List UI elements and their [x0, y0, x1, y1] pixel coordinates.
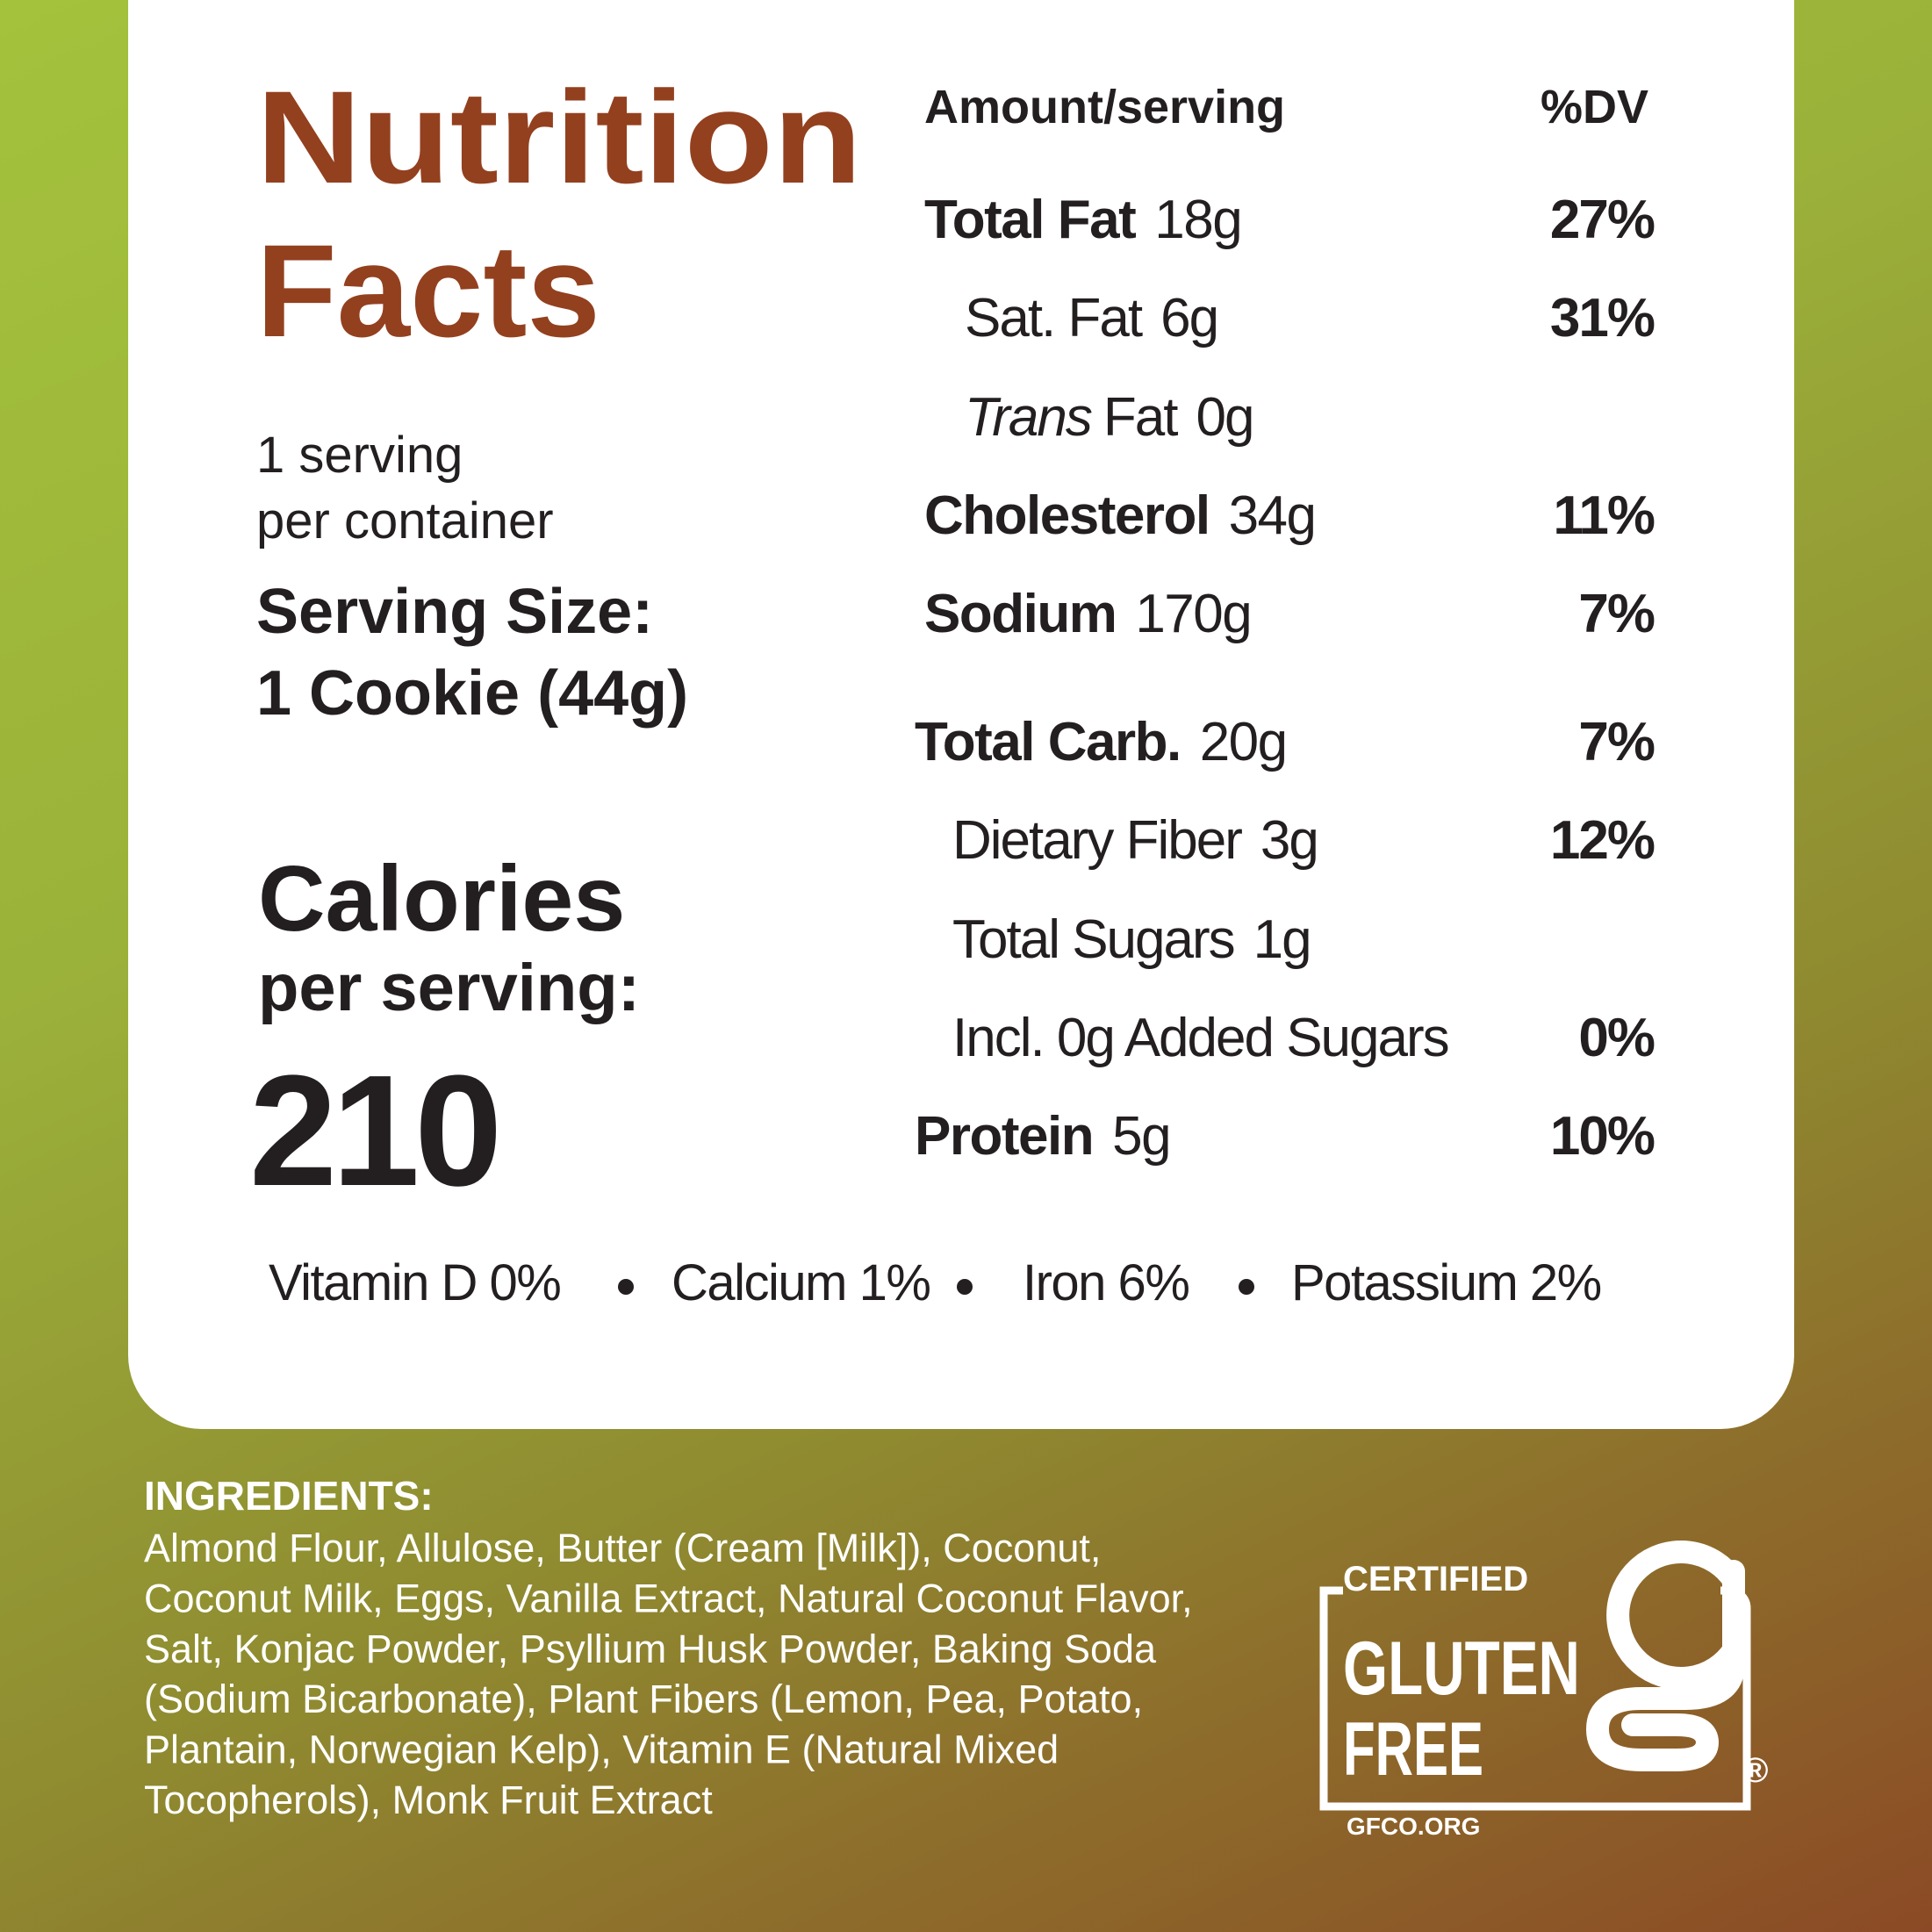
- calories-sublabel: per serving:: [258, 951, 640, 1025]
- nutrient-row: Sat. Fat 6g: [965, 288, 1217, 348]
- nutrient-label: Protein: [915, 1106, 1093, 1167]
- nutrient-amount: 18g: [1154, 190, 1241, 250]
- title: Facts: [256, 217, 600, 364]
- title: Nutrition: [256, 63, 862, 211]
- nutrient-amount: 3g: [1260, 810, 1318, 871]
- nutrient-label: Sat. Fat: [965, 288, 1143, 348]
- table-header: %DV: [1541, 81, 1648, 133]
- bullet: [957, 1279, 973, 1295]
- ingredient-line: (Sodium Bicarbonate), Plant Fibers (Lemo…: [144, 1677, 1143, 1721]
- nutrient-label: Total Sugars: [952, 909, 1234, 970]
- ingredient-line: Coconut Milk, Eggs, Vanilla Extract, Nat…: [144, 1576, 1193, 1620]
- badge-mark: ®: [1742, 1751, 1768, 1790]
- nutrient-amount: 1g: [1253, 909, 1311, 970]
- ingredient-line: Plantain, Norwegian Kelp), Vitamin E (Na…: [144, 1727, 1059, 1772]
- calories-label: Calories: [258, 847, 625, 951]
- nutrient-dv: 27%: [1550, 190, 1655, 250]
- serving-size: 1 Cookie (44g): [256, 658, 688, 729]
- nutrient-amount: 170g: [1135, 584, 1251, 644]
- nutrient-row: Trans Fat 0g: [965, 387, 1253, 448]
- card: [128, 0, 1794, 1429]
- nutrient-label: Total Carb.: [915, 712, 1181, 772]
- nutrient-amount: 6g: [1160, 288, 1217, 348]
- nutrient-label: Sodium: [924, 584, 1116, 644]
- badge-text: FREE: [1343, 1707, 1483, 1792]
- vitamin: Calcium 1%: [672, 1254, 930, 1311]
- nutrient-dv: 7%: [1578, 712, 1654, 772]
- nutrient-row: Protein 5g: [915, 1106, 1170, 1167]
- serving-size: Serving Size:: [256, 577, 653, 647]
- nutrient-label: Trans: [965, 387, 1092, 448]
- bullet: [1239, 1279, 1254, 1295]
- nutrient-row: Incl. 0g Added Sugars: [952, 1008, 1448, 1068]
- nutrient-dv: 31%: [1550, 288, 1655, 348]
- nutrient-label: Fat: [1103, 387, 1178, 448]
- badge-url: GFCO.ORG: [1347, 1813, 1480, 1840]
- nutrient-rows: Total Fat 18g 27% Sat. Fat 6g 31% Trans Fat 0g Ch…: [915, 190, 1656, 1167]
- servings: per container: [256, 492, 554, 549]
- ingredient-line: Salt, Konjac Powder, Psyllium Husk Powde…: [144, 1627, 1157, 1671]
- nutrient-row: Sodium 170g: [924, 584, 1251, 644]
- nutrient-amount: 0g: [1196, 387, 1253, 448]
- nutrient-dv: 0%: [1578, 1008, 1654, 1068]
- badge-g: [1585, 1541, 1745, 1771]
- ingredients: Almond Flour, Allulose, Butter (Cream [M…: [144, 1526, 1193, 1822]
- ingredient-line: Almond Flour, Allulose, Butter (Cream [M…: [144, 1526, 1101, 1570]
- gluten-free-badge: CERTIFIED GLUTEN FREE GFCO.ORG ®: [1319, 1541, 1768, 1840]
- vitamin: Iron 6%: [1023, 1254, 1189, 1311]
- vitamin: Vitamin D 0%: [269, 1254, 560, 1311]
- nutrient-amount: 20g: [1200, 712, 1287, 772]
- servings: 1 serving: [256, 427, 463, 484]
- nutrient-row: Total Fat 18g: [924, 190, 1241, 250]
- nutrient-amount: 5g: [1112, 1106, 1170, 1167]
- nutrient-row: Total Sugars 1g: [952, 909, 1311, 970]
- ingredient-line: Tocopherols), Monk Fruit Extract: [144, 1778, 713, 1822]
- nutrient-label: Dietary Fiber: [952, 810, 1242, 871]
- nutrient-label: Total Fat: [924, 190, 1136, 250]
- nutrient-label: Cholesterol: [924, 485, 1210, 546]
- calories-value: 210: [249, 1043, 497, 1219]
- badge-text: GLUTEN: [1343, 1627, 1580, 1711]
- nutrient-row: Total Carb. 20g: [915, 712, 1287, 772]
- nutrient-row: Cholesterol 34g: [924, 485, 1316, 546]
- badge-text: CERTIFIED: [1343, 1560, 1528, 1598]
- ingredients-title: INGREDIENTS:: [144, 1473, 434, 1519]
- vitamin: Potassium 2%: [1291, 1254, 1601, 1311]
- bullet: [618, 1279, 634, 1295]
- nutrient-dv: 7%: [1578, 584, 1654, 644]
- nutrient-dv: 12%: [1550, 810, 1655, 871]
- nutrient-amount: 34g: [1229, 485, 1316, 546]
- nutrient-dv: 11%: [1553, 485, 1655, 546]
- table-header: Amount/serving: [924, 81, 1285, 133]
- vitamins: Vitamin D 0% Calcium 1% Iron 6% Potassium 2…: [269, 1254, 1602, 1311]
- nutrient-row: Dietary Fiber 3g: [952, 810, 1318, 871]
- nutrient-label: Incl. 0g Added Sugars: [952, 1008, 1448, 1068]
- nutrient-dv: 10%: [1550, 1106, 1655, 1167]
